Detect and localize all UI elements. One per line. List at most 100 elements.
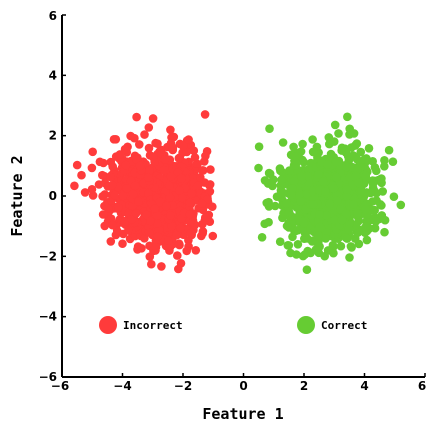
data-point [201, 151, 210, 161]
data-point [377, 174, 386, 183]
data-point [296, 147, 306, 156]
data-point [323, 160, 332, 169]
data-point [330, 120, 340, 130]
data-point [98, 192, 107, 201]
data-point [342, 192, 352, 201]
data-point [153, 232, 163, 241]
data-point [254, 163, 263, 173]
data-point [121, 160, 131, 170]
data-point [371, 217, 381, 226]
data-point [282, 221, 292, 231]
data-point [284, 241, 294, 250]
data-point [272, 192, 282, 201]
data-point [166, 125, 175, 135]
x-axis-label: Feature 1 [202, 405, 283, 423]
data-point [140, 130, 149, 139]
data-point [396, 200, 406, 210]
data-point [264, 168, 274, 178]
data-point [299, 219, 309, 228]
data-point [201, 213, 210, 222]
data-point [364, 144, 374, 153]
data-point [257, 233, 267, 242]
data-point [130, 133, 139, 143]
data-point [153, 139, 162, 148]
data-point [208, 231, 218, 241]
data-point [132, 112, 141, 122]
data-point [137, 244, 146, 253]
data-point [380, 215, 390, 225]
data-point [144, 228, 154, 237]
data-point [380, 227, 389, 237]
data-point [184, 135, 193, 144]
data-point [160, 155, 170, 164]
data-point [296, 197, 305, 206]
data-point [103, 204, 113, 213]
data-point [264, 197, 273, 207]
data-point [342, 234, 352, 243]
y-tick-label: 6 [49, 9, 57, 23]
data-point [175, 186, 184, 195]
data-point [331, 157, 341, 167]
data-point [345, 253, 354, 262]
data-point [118, 239, 127, 248]
data-point [153, 219, 162, 228]
data-point [308, 135, 317, 144]
data-point [332, 172, 341, 182]
data-point [177, 173, 186, 183]
data-point [166, 172, 176, 181]
legend-incorrect-marker [99, 316, 117, 334]
data-point [380, 162, 389, 171]
data-point [185, 210, 195, 219]
data-point [270, 201, 280, 211]
data-point [311, 245, 321, 254]
data-point [187, 189, 196, 198]
data-point [193, 181, 203, 190]
data-point [299, 157, 309, 167]
data-point [167, 221, 176, 231]
data-point [198, 219, 207, 229]
data-point [342, 162, 351, 172]
data-point [308, 200, 318, 209]
data-point [191, 246, 201, 255]
data-point [122, 184, 132, 193]
data-point [200, 110, 210, 119]
data-point [353, 209, 362, 219]
data-point [197, 199, 207, 208]
data-point [334, 129, 343, 138]
x-tick-label: 4 [360, 379, 368, 393]
data-point [131, 209, 141, 218]
data-point [260, 176, 270, 185]
data-point [206, 165, 215, 174]
data-point [144, 143, 154, 153]
data-point [302, 265, 312, 275]
data-point [198, 166, 207, 175]
data-point [353, 165, 362, 174]
data-point [177, 193, 187, 203]
data-point [322, 210, 331, 220]
data-point [307, 237, 317, 246]
y-tick-label: −6 [39, 370, 57, 384]
data-point [134, 197, 143, 206]
data-point [164, 236, 173, 245]
data-point [275, 164, 285, 173]
data-point [118, 191, 128, 201]
y-tick-label: −4 [39, 310, 57, 324]
data-point [114, 203, 123, 212]
data-point [172, 230, 181, 240]
data-point [77, 170, 86, 180]
data-point [318, 177, 328, 186]
data-point [275, 237, 285, 246]
data-point [337, 215, 347, 225]
data-point [146, 216, 155, 226]
data-point [135, 140, 144, 149]
data-point [354, 178, 363, 188]
data-point [162, 201, 171, 211]
data-point [290, 156, 299, 166]
data-point [343, 112, 352, 122]
data-point [190, 153, 200, 162]
data-point [378, 187, 388, 196]
data-point [151, 242, 161, 252]
data-point [186, 228, 196, 238]
data-point [189, 146, 199, 155]
